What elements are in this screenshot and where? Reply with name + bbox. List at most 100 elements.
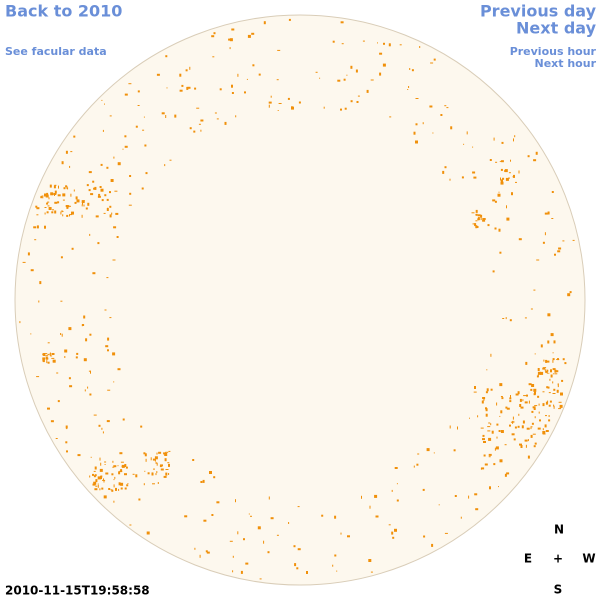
facula — [109, 205, 112, 208]
facula — [287, 97, 290, 100]
facula — [526, 394, 528, 397]
facula — [501, 397, 504, 400]
facula — [216, 501, 220, 504]
next-day-link[interactable]: Next day — [516, 19, 597, 38]
facula — [263, 540, 265, 544]
facula — [47, 353, 50, 355]
next-hour-link[interactable]: Next hour — [535, 57, 597, 70]
facula — [69, 165, 71, 168]
facula — [350, 65, 353, 69]
facula — [124, 93, 128, 96]
facula — [118, 488, 120, 491]
facula — [415, 98, 419, 99]
facula — [114, 190, 118, 192]
facula — [321, 514, 324, 517]
facula — [506, 472, 510, 475]
facula — [156, 452, 158, 455]
facula — [490, 388, 493, 391]
back-link[interactable]: Back to 2010 — [5, 2, 122, 21]
facula — [111, 489, 114, 492]
facula — [144, 144, 147, 147]
facula — [117, 465, 119, 467]
facula — [500, 396, 503, 397]
facula — [543, 359, 545, 362]
facula — [560, 392, 563, 396]
facula — [81, 214, 83, 218]
facula — [482, 434, 485, 437]
facula — [112, 259, 116, 261]
facula — [374, 494, 378, 498]
facula — [502, 318, 505, 319]
facula — [237, 531, 239, 535]
facula — [62, 199, 65, 201]
facula — [54, 190, 57, 194]
facula — [413, 131, 416, 135]
facula — [143, 483, 145, 486]
facula — [276, 79, 279, 81]
facula — [473, 176, 477, 179]
facula — [477, 415, 479, 418]
facula — [357, 95, 360, 97]
facula — [497, 193, 501, 197]
facula — [500, 181, 504, 185]
facula — [498, 430, 501, 432]
facula — [544, 232, 546, 236]
facula — [64, 349, 68, 353]
facula — [93, 481, 97, 485]
facula — [66, 206, 69, 209]
facula — [243, 538, 245, 541]
facula — [370, 79, 374, 81]
facula — [244, 91, 246, 94]
facula — [530, 426, 533, 428]
facula — [19, 321, 21, 324]
facula — [276, 534, 279, 536]
facula — [483, 441, 486, 443]
facula — [347, 535, 350, 538]
facula — [334, 515, 337, 519]
facula — [525, 361, 528, 365]
facula — [94, 474, 97, 477]
facula — [572, 239, 575, 241]
facula — [472, 146, 474, 148]
facula — [492, 199, 496, 202]
facula — [121, 464, 125, 468]
facula — [429, 105, 433, 108]
facula — [93, 470, 96, 472]
facula — [389, 116, 392, 118]
facula — [47, 342, 50, 344]
facula — [47, 361, 50, 364]
facula — [107, 349, 109, 352]
facula — [547, 386, 550, 389]
facula — [532, 406, 536, 409]
previous-hour-link[interactable]: Previous hour — [510, 45, 597, 58]
facula — [542, 428, 544, 431]
facula — [247, 34, 251, 38]
facula — [475, 508, 479, 511]
facula — [259, 578, 262, 580]
facula — [81, 204, 83, 207]
facula — [388, 43, 391, 47]
facula — [113, 500, 115, 503]
facula — [488, 437, 492, 441]
facula — [268, 101, 272, 104]
facula — [152, 458, 156, 461]
facula — [496, 436, 498, 439]
facula — [546, 369, 548, 373]
facula — [57, 201, 60, 204]
facula — [346, 74, 348, 76]
compass-west: W — [582, 552, 595, 566]
facula — [501, 141, 504, 144]
facula — [508, 177, 510, 179]
facula — [252, 64, 255, 67]
facula — [518, 413, 520, 416]
facula — [552, 373, 554, 375]
facula — [228, 38, 231, 41]
facula — [216, 118, 219, 120]
facular-link[interactable]: See facular data — [5, 45, 107, 58]
facula — [544, 369, 546, 372]
facula — [518, 238, 522, 241]
facula — [124, 135, 127, 138]
facula — [65, 150, 68, 154]
previous-day-link[interactable]: Previous day — [480, 2, 597, 21]
facula — [95, 215, 99, 218]
